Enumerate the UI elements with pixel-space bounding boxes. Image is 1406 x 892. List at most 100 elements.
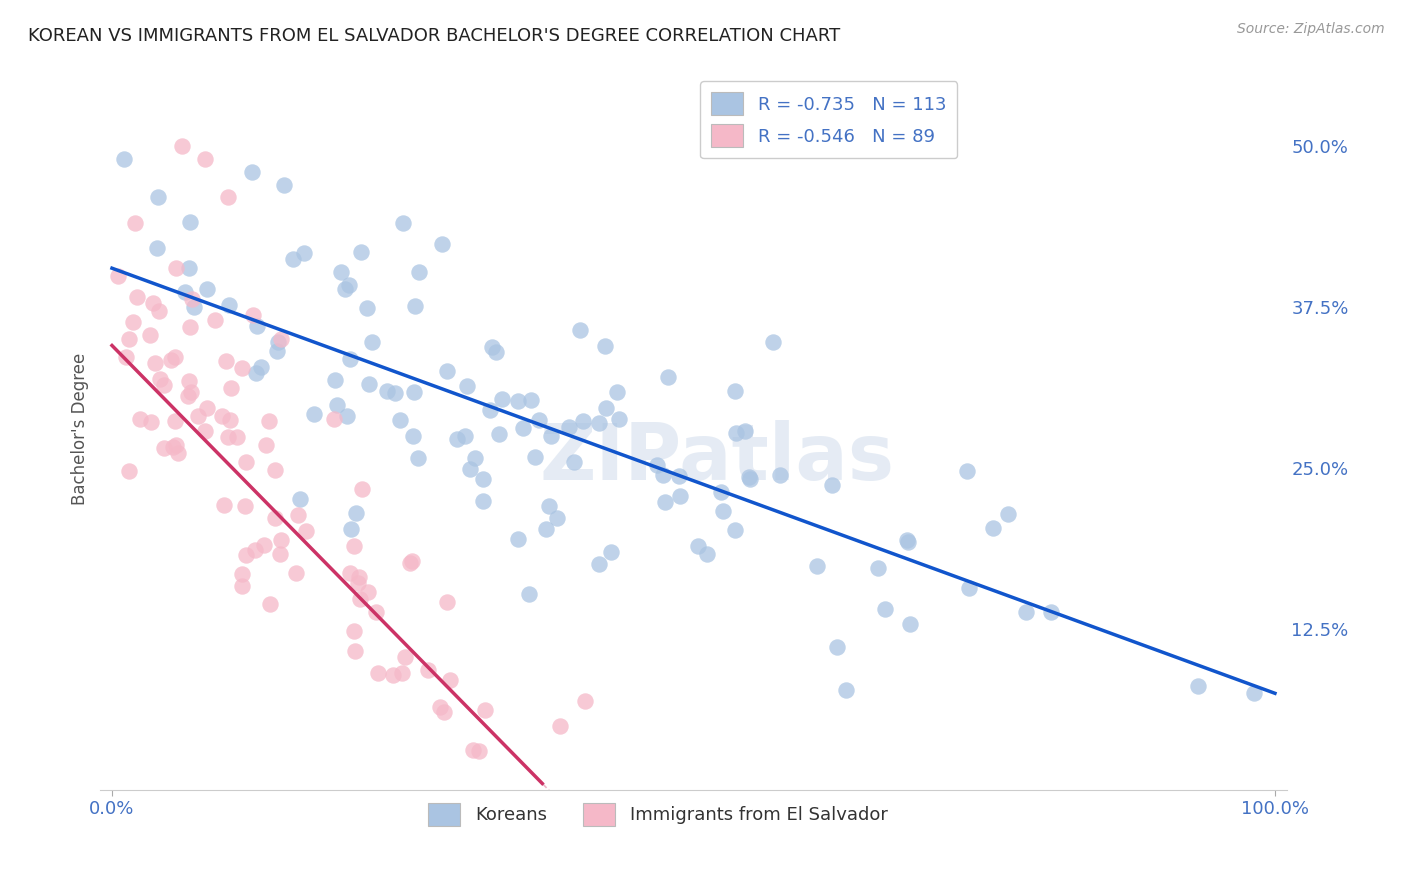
Point xyxy=(868,561,890,575)
Point xyxy=(394,650,416,665)
Point xyxy=(595,401,617,415)
Point xyxy=(472,494,495,508)
Point xyxy=(429,699,451,714)
Point xyxy=(384,386,406,401)
Point xyxy=(266,344,288,359)
Point xyxy=(519,392,541,407)
Point xyxy=(349,592,371,607)
Point xyxy=(231,361,253,376)
Point xyxy=(217,190,239,204)
Point xyxy=(669,489,692,503)
Point xyxy=(254,438,277,452)
Text: Source: ZipAtlas.com: Source: ZipAtlas.com xyxy=(1237,22,1385,37)
Point xyxy=(270,533,292,547)
Point xyxy=(599,545,621,559)
Point xyxy=(546,511,568,525)
Point xyxy=(724,384,747,398)
Point xyxy=(821,478,844,492)
Point xyxy=(472,472,495,486)
Point xyxy=(339,351,361,366)
Point xyxy=(117,332,139,346)
Point xyxy=(569,323,592,337)
Point xyxy=(548,719,571,733)
Point xyxy=(336,409,359,423)
Point xyxy=(204,313,226,327)
Point xyxy=(835,683,858,698)
Point xyxy=(195,282,218,296)
Point xyxy=(406,450,429,465)
Point xyxy=(139,416,162,430)
Point xyxy=(710,484,733,499)
Point xyxy=(235,548,257,562)
Point xyxy=(112,152,135,166)
Point xyxy=(557,420,579,434)
Point xyxy=(562,455,585,469)
Point xyxy=(446,432,468,446)
Point xyxy=(249,359,271,374)
Point xyxy=(285,566,308,580)
Point xyxy=(165,261,187,276)
Point xyxy=(349,244,371,259)
Point xyxy=(361,335,384,350)
Point xyxy=(292,246,315,260)
Point xyxy=(367,666,389,681)
Point xyxy=(183,300,205,314)
Point xyxy=(153,378,176,392)
Point xyxy=(481,340,503,354)
Point xyxy=(165,350,187,364)
Point xyxy=(142,296,165,310)
Point xyxy=(389,413,412,427)
Point xyxy=(226,430,249,444)
Point xyxy=(875,602,897,616)
Point xyxy=(1187,679,1209,693)
Point xyxy=(433,705,456,719)
Point xyxy=(339,523,361,537)
Point xyxy=(195,401,218,415)
Point xyxy=(439,673,461,687)
Point xyxy=(738,472,761,486)
Point xyxy=(242,308,264,322)
Point xyxy=(537,499,560,513)
Point xyxy=(402,385,425,400)
Point xyxy=(491,392,513,406)
Point xyxy=(398,557,420,571)
Point xyxy=(606,385,628,400)
Point xyxy=(194,152,217,166)
Point xyxy=(479,403,502,417)
Point xyxy=(464,451,486,466)
Point xyxy=(160,352,183,367)
Point xyxy=(211,409,233,424)
Point xyxy=(194,424,217,438)
Point xyxy=(734,424,756,438)
Point xyxy=(162,440,184,454)
Point xyxy=(163,414,186,428)
Point xyxy=(391,216,413,230)
Point xyxy=(146,241,169,255)
Point xyxy=(416,663,439,677)
Point xyxy=(283,252,305,267)
Point xyxy=(166,446,188,460)
Point xyxy=(231,567,253,582)
Point xyxy=(488,427,510,442)
Point xyxy=(240,164,263,178)
Point xyxy=(125,290,148,304)
Point xyxy=(177,374,200,388)
Point xyxy=(343,539,366,553)
Point xyxy=(344,644,367,658)
Point xyxy=(404,299,426,313)
Point xyxy=(257,414,280,428)
Point xyxy=(217,430,239,444)
Point xyxy=(1015,605,1038,619)
Text: KOREAN VS IMMIGRANTS FROM EL SALVADOR BACHELOR'S DEGREE CORRELATION CHART: KOREAN VS IMMIGRANTS FROM EL SALVADOR BA… xyxy=(28,27,841,45)
Point xyxy=(1040,605,1063,619)
Point xyxy=(323,412,346,426)
Point xyxy=(506,394,529,409)
Point xyxy=(153,441,176,455)
Point xyxy=(391,666,413,681)
Point xyxy=(179,320,201,334)
Point xyxy=(896,534,918,549)
Point xyxy=(187,409,209,423)
Point xyxy=(335,282,357,296)
Point xyxy=(180,293,202,307)
Point xyxy=(432,236,454,251)
